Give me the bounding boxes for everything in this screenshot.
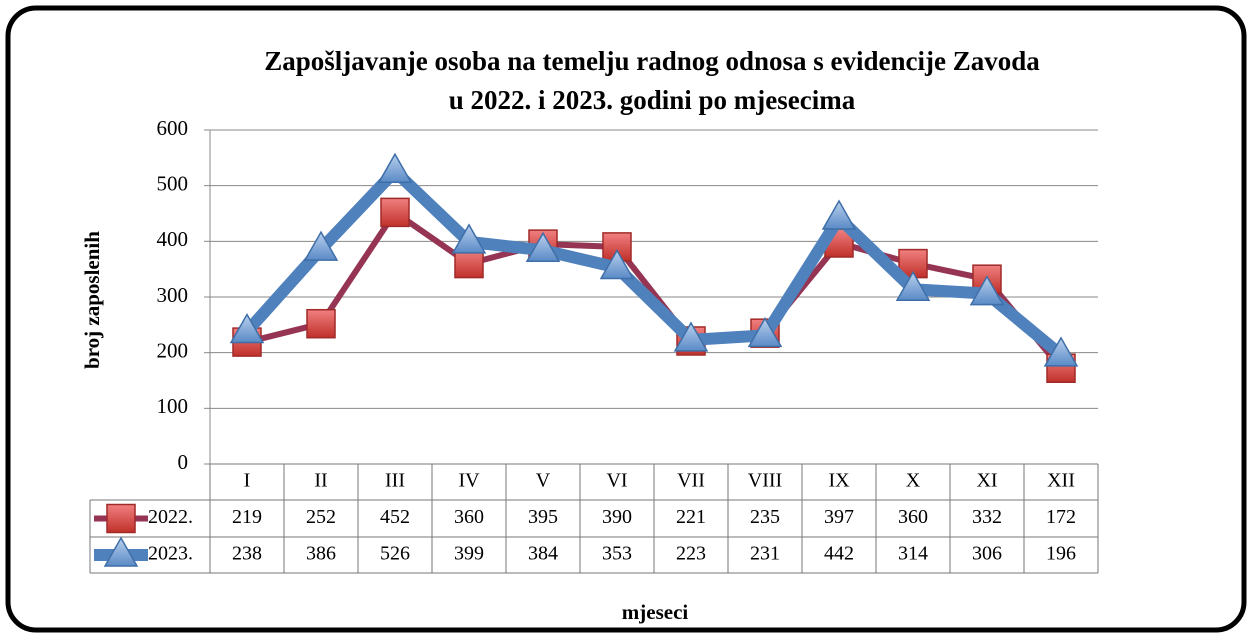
marker <box>451 223 487 254</box>
marker <box>599 248 635 280</box>
table-value: 238 <box>232 543 262 565</box>
marker <box>380 197 410 228</box>
marker <box>454 248 484 279</box>
table-value: 306 <box>972 543 1002 565</box>
table-value: 332 <box>972 506 1002 528</box>
x-tick-label: VII <box>677 470 705 492</box>
y-tick-label: 200 <box>157 338 189 362</box>
frame <box>5 5 1247 633</box>
chart-title: Zapošljavanje osoba na temelju radnog od… <box>264 46 1040 76</box>
table-value: 221 <box>676 506 706 528</box>
marker <box>306 308 336 339</box>
x-tick-label: XI <box>976 470 997 492</box>
x-tick-label: V <box>536 470 551 492</box>
table-value: 390 <box>602 506 632 528</box>
marker <box>106 503 136 534</box>
table-value: 395 <box>528 506 558 528</box>
table-value: 360 <box>454 506 484 528</box>
marker <box>969 275 1005 306</box>
y-tick-label: 100 <box>157 394 189 418</box>
table-value: 360 <box>898 506 928 528</box>
marker <box>821 199 857 230</box>
marker <box>303 230 339 261</box>
y-tick-label: 300 <box>157 283 189 307</box>
chart-title: u 2022. i 2023. godini po mjesecima <box>449 85 856 115</box>
y-axis-label: broj zaposlenih <box>80 231 104 369</box>
table-value: 223 <box>676 543 706 565</box>
x-tick-label: III <box>385 470 405 492</box>
table-value: 219 <box>232 506 262 528</box>
marker <box>229 313 265 344</box>
x-tick-label: XII <box>1047 470 1075 492</box>
marker <box>103 536 139 567</box>
legend-label: 2022. <box>148 506 193 528</box>
table-value: 235 <box>750 506 780 528</box>
x-tick-label: IX <box>828 470 850 492</box>
table-value: 526 <box>380 543 410 565</box>
series-line <box>242 165 1065 360</box>
x-tick-label: IV <box>458 470 480 492</box>
marker <box>525 231 561 262</box>
marker <box>1043 336 1079 367</box>
y-tick-label: 400 <box>157 227 189 251</box>
table-value: 397 <box>824 506 854 528</box>
table-value: 252 <box>306 506 336 528</box>
y-tick-label: 600 <box>157 116 189 140</box>
table-value: 172 <box>1046 506 1076 528</box>
marker <box>747 316 783 348</box>
x-tick-label: VIII <box>748 470 782 492</box>
table-value: 399 <box>454 543 484 565</box>
y-tick-label: 0 <box>178 450 189 474</box>
x-tick-label: X <box>906 470 921 492</box>
y-tick-label: 500 <box>157 171 189 195</box>
legend-label: 2023. <box>148 543 193 565</box>
table-value: 384 <box>528 543 558 565</box>
x-tick-label: II <box>314 470 327 492</box>
marker <box>895 270 931 301</box>
marker <box>377 152 413 183</box>
x-axis-label: mjeseci <box>622 600 689 624</box>
table-value: 452 <box>380 506 410 528</box>
table-value: 314 <box>898 543 928 565</box>
table-value: 386 <box>306 543 336 565</box>
table-value: 196 <box>1046 543 1076 565</box>
marker <box>673 321 709 352</box>
table-value: 442 <box>824 543 854 565</box>
x-tick-label: I <box>244 470 251 492</box>
x-tick-label: VI <box>606 470 627 492</box>
table-value: 231 <box>750 543 780 565</box>
table-value: 353 <box>602 543 632 565</box>
